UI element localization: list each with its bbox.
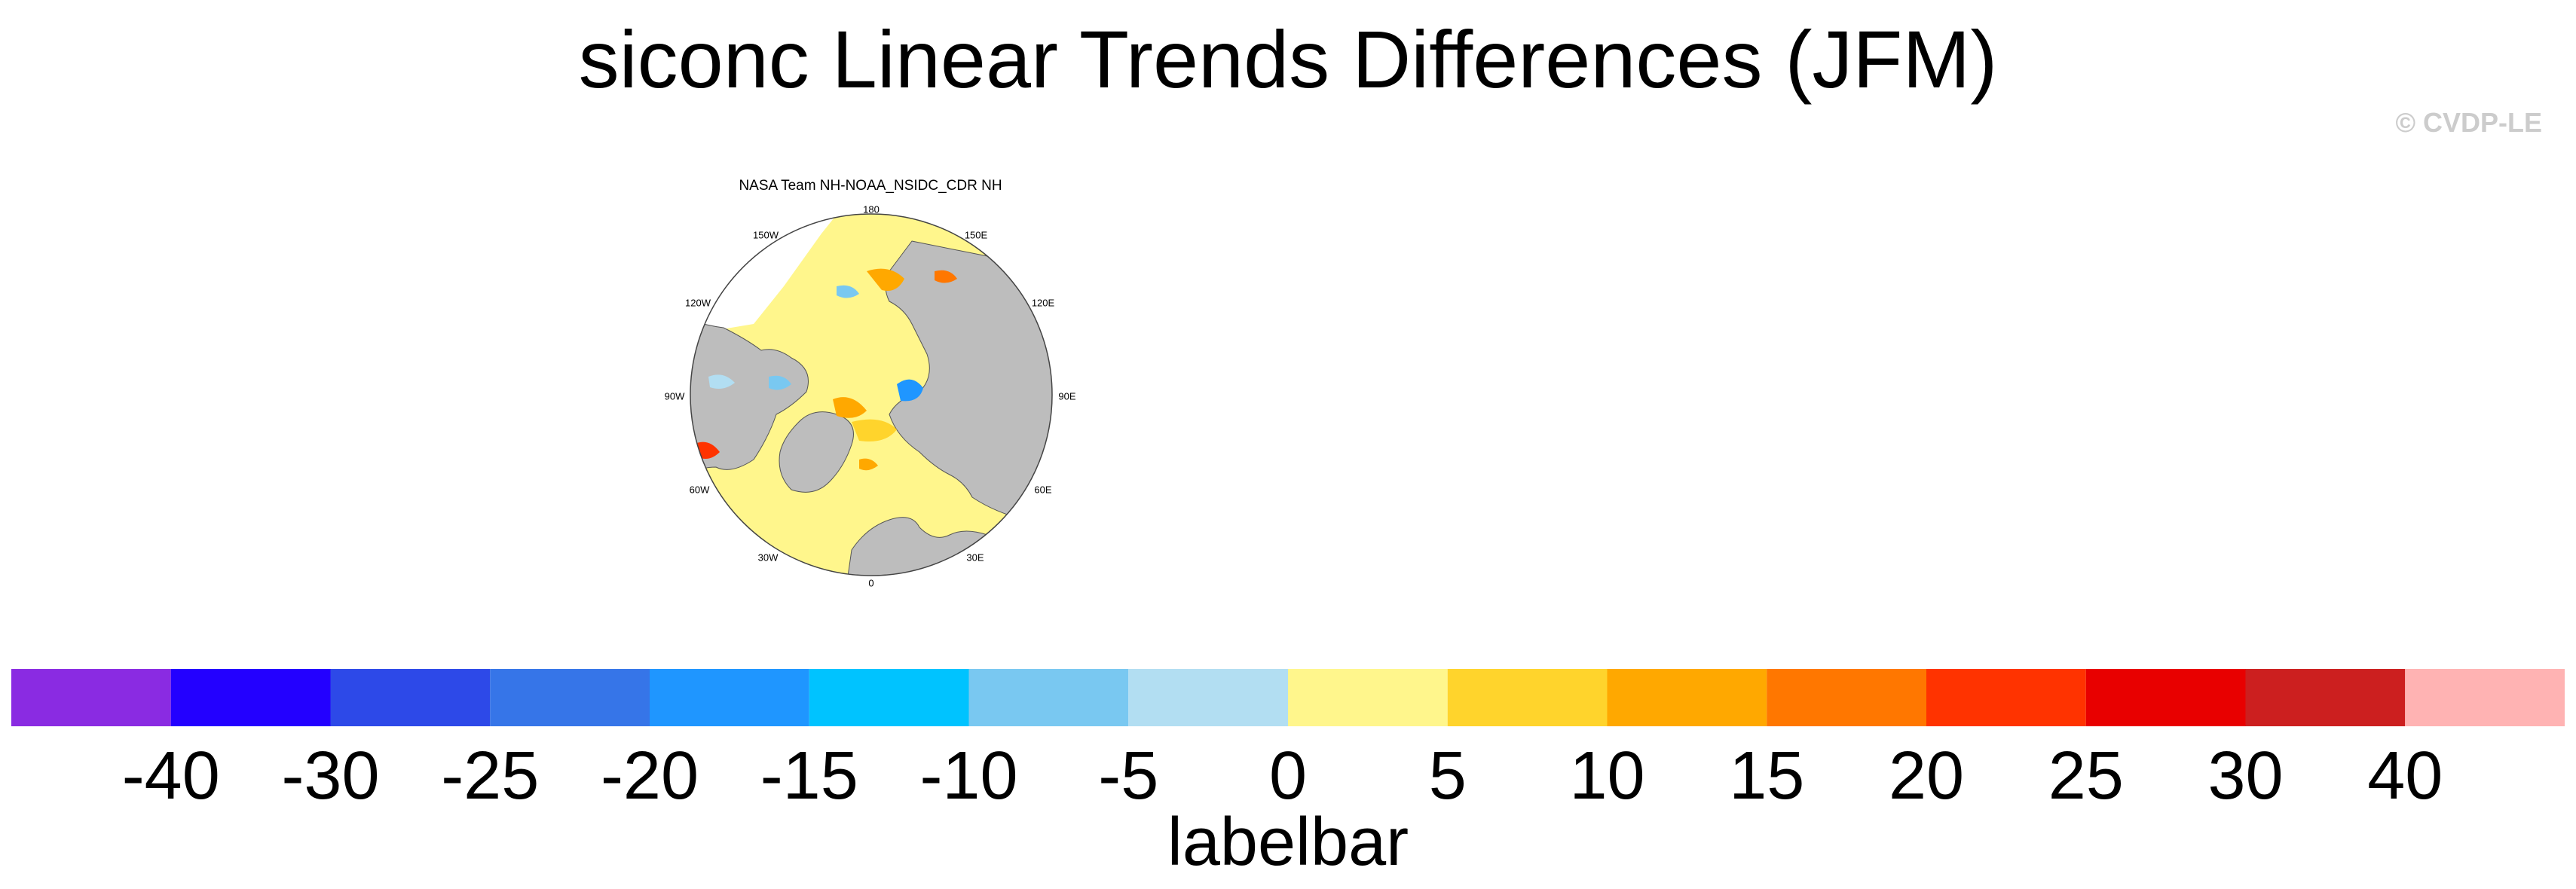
labelbar-tick-label: 0 <box>1268 738 1308 814</box>
labelbar-box <box>490 669 650 726</box>
labelbar-tick-label: -15 <box>760 738 858 814</box>
trend-patch <box>769 375 791 390</box>
labelbar-tick-label: 15 <box>1729 738 1805 814</box>
labelbar-box <box>2245 669 2406 726</box>
map-field <box>690 214 1052 576</box>
labelbar-tick-label: 20 <box>1888 738 1965 814</box>
labelbar-box <box>2085 669 2246 726</box>
labelbar-box <box>330 669 491 726</box>
panel-title: NASA Team NH-NOAA_NSIDC_CDR NH <box>739 178 1002 194</box>
labelbar-tick-label: -10 <box>919 738 1018 814</box>
lon-label-90w: 90W <box>664 390 685 402</box>
labelbar-tick-label: 25 <box>2048 738 2124 814</box>
labelbar-box <box>1128 669 1288 726</box>
trend-patch <box>897 379 923 402</box>
lon-label-60w: 60W <box>689 484 710 496</box>
trend-patch <box>837 285 859 298</box>
labelbar-tick-label: -5 <box>1098 738 1159 814</box>
figure-title: siconc Linear Trends Differences (JFM) <box>578 14 1998 105</box>
trend-patch <box>708 374 735 389</box>
labelbar-tick-label: -25 <box>441 738 540 814</box>
lon-label-30e: 30E <box>966 551 984 564</box>
lon-label-180: 180 <box>863 203 880 215</box>
labelbar-title: labelbar <box>1167 805 1409 880</box>
lon-label-0: 0 <box>868 577 874 589</box>
labelbar-box <box>1447 669 1608 726</box>
lon-label-150e: 150E <box>964 229 988 241</box>
lon-label-60e: 60E <box>1034 484 1052 496</box>
labelbar-tick-label: 40 <box>2367 738 2443 814</box>
labelbar-box <box>968 669 1129 726</box>
trend-patch <box>852 419 897 441</box>
labelbar-tick-label: 10 <box>1569 738 1645 814</box>
labelbar <box>11 669 2565 726</box>
labelbar-box <box>2405 669 2565 726</box>
trend-patch <box>833 397 867 418</box>
polar-map <box>690 213 1053 576</box>
trend-patch <box>935 270 957 283</box>
lon-label-120w: 120W <box>685 297 711 309</box>
map-boundary <box>690 213 1053 576</box>
lon-label-90e: 90E <box>1058 390 1076 402</box>
labelbar-tick-label: -40 <box>121 738 220 814</box>
labelbar-tick-label: -30 <box>281 738 380 814</box>
lon-label-30w: 30W <box>757 551 779 564</box>
labelbar-box <box>1926 669 2086 726</box>
trend-patch <box>859 458 878 471</box>
labelbar-box <box>1767 669 1926 726</box>
trend-patch <box>867 268 904 291</box>
labelbar-box <box>650 669 809 726</box>
labelbar-box <box>11 669 171 726</box>
credit-label: © CVDP-LE <box>2395 107 2542 138</box>
labelbar-box <box>170 669 331 726</box>
labelbar-tick-label: 30 <box>2207 738 2284 814</box>
labelbar-box <box>809 669 969 726</box>
lon-label-120e: 120E <box>1031 297 1055 309</box>
labelbar-tick-label: 5 <box>1428 738 1467 814</box>
lon-label-150w: 150W <box>753 229 779 241</box>
labelbar-box <box>1607 669 1767 726</box>
labelbar-box <box>1288 669 1448 726</box>
labelbar-tick-label: -20 <box>600 738 699 814</box>
